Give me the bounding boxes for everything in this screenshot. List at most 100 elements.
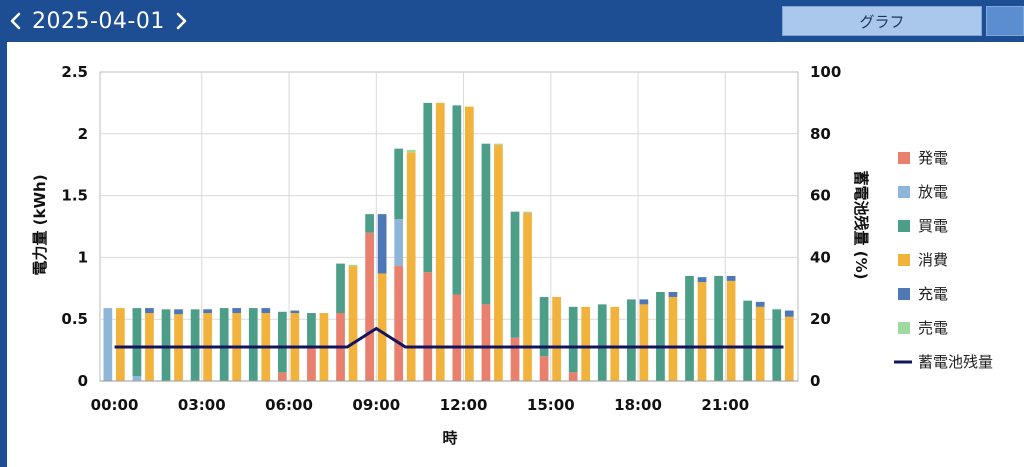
bar-demand-segment [290, 310, 300, 314]
bar-demand-segment [523, 212, 532, 381]
bar-demand-segment [581, 306, 591, 381]
top-bar: 2025-04-01 グラフ [0, 0, 1024, 42]
tab-graph[interactable]: グラフ [782, 6, 982, 36]
bar-demand-segment [406, 152, 416, 381]
chevron-left-icon[interactable] [6, 0, 26, 42]
bar-supply-segment [481, 304, 491, 381]
x-axis-label: 時 [442, 429, 457, 447]
chart-grid [99, 71, 799, 382]
bar-demand-segment [639, 299, 649, 305]
bar-demand-segment [668, 296, 678, 381]
bar-demand-segment [406, 149, 416, 153]
bar-supply-segment [539, 296, 549, 357]
y-tick-label: 1 [78, 248, 88, 266]
bar-demand-segment [377, 214, 387, 274]
bar-supply-segment [277, 311, 287, 373]
x-tick-label: 12:00 [440, 396, 488, 414]
y-axis-label: 電力量 (kWh) [31, 174, 49, 275]
x-tick-label: 03:00 [178, 396, 226, 414]
y-tick-label: 2.5 [61, 63, 88, 81]
bar-demand-segment [494, 144, 503, 381]
bar-supply-segment [743, 300, 753, 381]
y2-tick-label: 80 [810, 125, 831, 143]
bar-demand-segment [610, 306, 620, 381]
y-tick-label: 1.5 [61, 187, 88, 205]
legend-label: 放電 [918, 183, 948, 201]
bar-demand-segment [523, 211, 532, 213]
y-tick-label: 2 [78, 125, 88, 143]
bar-demand-segment [552, 296, 561, 381]
bar-demand-segment [464, 106, 474, 381]
y2-tick-label: 40 [810, 248, 831, 266]
chart-axes: 0 0.5 1 1.5 2 2.5 0 20 40 60 80 100 00:00 03:00 06:00 0… [61, 63, 841, 414]
bar-supply-segment [656, 292, 665, 381]
legend-swatch [898, 186, 910, 198]
bar-supply-segment [190, 309, 200, 381]
battery-level-line [114, 326, 784, 349]
bar-supply-segment [423, 102, 433, 273]
y2-axis-label: 蓄電池残量 (%) [852, 171, 870, 280]
x-tick-label: 15:00 [527, 396, 575, 414]
bar-demand-segment [377, 273, 387, 381]
chevron-right-icon[interactable] [171, 0, 191, 42]
legend-label: 消費 [918, 251, 948, 269]
bar-demand-segment [697, 277, 707, 283]
bar-supply-segment [772, 309, 782, 381]
bar-supply-segment [161, 309, 171, 381]
legend-label: 発電 [918, 149, 948, 167]
bar-supply-segment [365, 232, 374, 381]
bar-demand-segment [726, 280, 736, 381]
bar-demand-segment [348, 264, 358, 267]
bar-supply-segment [307, 313, 316, 347]
bar-demand-segment [697, 282, 707, 381]
chart-line [114, 326, 784, 349]
bar-supply-segment [394, 148, 404, 220]
bar-demand-segment [784, 310, 794, 317]
bar-supply-segment [685, 275, 694, 381]
x-tick-label: 09:00 [352, 396, 400, 414]
bar-supply-segment [394, 266, 404, 381]
legend-swatch [898, 288, 910, 300]
bar-supply-segment [132, 308, 142, 377]
legend-label: 売電 [918, 319, 948, 337]
bar-demand-segment [494, 143, 503, 145]
legend-swatch [898, 322, 910, 334]
bar-supply-segment [714, 275, 723, 381]
x-tick-label: 21:00 [701, 396, 749, 414]
bar-demand-segment [145, 308, 154, 314]
y-tick-label: 0 [78, 372, 88, 390]
bar-supply-segment [510, 211, 520, 338]
bar-demand-segment [668, 292, 678, 297]
x-tick-label: 00:00 [91, 396, 139, 414]
current-date[interactable]: 2025-04-01 [32, 8, 165, 34]
bar-demand-segment [348, 266, 358, 381]
bar-supply-segment [539, 356, 549, 381]
y-tick-label: 0.5 [61, 310, 88, 328]
bar-supply-segment [510, 337, 520, 381]
bar-demand-segment [755, 301, 765, 307]
bar-supply-segment [394, 219, 404, 267]
bar-supply-segment [103, 308, 113, 381]
bar-supply-segment [307, 346, 316, 381]
y2-tick-label: 0 [810, 372, 820, 390]
bar-demand-segment [232, 308, 242, 314]
legend-swatch [898, 220, 910, 232]
y2-tick-label: 20 [810, 310, 831, 328]
legend-label: 充電 [918, 285, 948, 303]
bar-demand-segment [784, 316, 794, 381]
bar-demand-segment [435, 102, 445, 382]
bar-supply-segment [423, 272, 433, 381]
bar-demand-segment [115, 308, 125, 381]
legend-label: 買電 [918, 217, 948, 235]
bar-demand-segment [726, 275, 736, 281]
bar-demand-segment [203, 309, 212, 314]
bar-demand-segment [755, 306, 765, 381]
legend-swatch [898, 152, 910, 164]
legend-label: 蓄電池残量 [918, 353, 993, 371]
legend-swatch [898, 254, 910, 266]
bar-supply-segment [452, 294, 462, 381]
left-edge-bar [0, 42, 7, 467]
y2-tick-label: 60 [810, 187, 831, 205]
